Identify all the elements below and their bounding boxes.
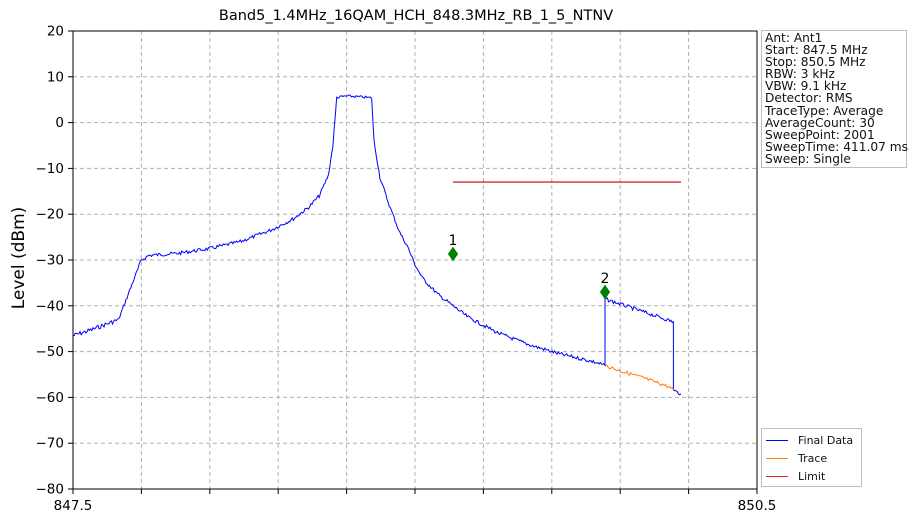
marker-1-label: 1 — [449, 233, 458, 249]
measurement-info-box: Ant: Ant1 Start: 847.5 MHz Stop: 850.5 M… — [761, 30, 908, 169]
info-antenna: Ant: Ant1 — [765, 31, 823, 45]
y-tick-label: −50 — [36, 344, 65, 360]
markers-group: 12 — [447, 233, 611, 300]
info-sweep-time: SweepTime: 411.07 ms — [765, 139, 908, 154]
info-average-count: AverageCount: 30 — [765, 115, 875, 130]
marker-2-diamond — [599, 284, 611, 300]
legend-swatch-limit — [766, 475, 788, 477]
info-sweep: Sweep: Single — [765, 151, 851, 166]
series-final-data-line — [73, 94, 682, 396]
legend-item-limit: Limit — [766, 468, 825, 484]
legend-label-final-data: Final Data — [798, 433, 854, 447]
legend-label-trace: Trace — [798, 451, 828, 465]
y-tick-label: −80 — [36, 482, 65, 498]
y-tick-label: −10 — [36, 161, 65, 177]
x-tick-label: 847.5 — [54, 498, 93, 514]
marker-1-diamond — [447, 246, 459, 262]
info-trace-type: TraceType: Average — [765, 103, 884, 118]
legend: Final Data Trace Limit — [761, 428, 862, 487]
x-axis-ticks: 847.5 850.5 — [54, 489, 777, 514]
info-rbw: RBW: 3 kHz — [765, 67, 835, 82]
grid-lines — [73, 31, 757, 489]
y-tick-label: −20 — [36, 207, 65, 223]
y-tick-label: 10 — [47, 69, 64, 85]
marker-2-label: 2 — [601, 271, 610, 287]
legend-swatch-final-data — [766, 439, 788, 441]
y-tick-label: 0 — [55, 115, 64, 131]
info-sweep-point: SweepPoint: 2001 — [765, 127, 875, 142]
y-tick-label: −40 — [36, 298, 65, 314]
info-stop: Stop: 850.5 MHz — [765, 55, 866, 70]
info-detector: Detector: RMS — [765, 91, 853, 106]
chart-title: Band5_1.4MHz_16QAM_HCH_848.3MHz_RB_1_5_N… — [219, 8, 613, 24]
y-tick-label: −60 — [36, 390, 65, 406]
x-tick-label: 850.5 — [738, 498, 777, 514]
y-axis-label: Level (dBm) — [9, 207, 29, 310]
y-axis-ticks: 20 10 0 −10 −20 −30 −40 −50 −60 −70 −80 — [36, 24, 73, 498]
legend-label-limit: Limit — [798, 469, 826, 483]
series-trace-line — [604, 363, 674, 390]
legend-item-trace: Trace — [766, 450, 827, 466]
legend-swatch-trace — [766, 457, 788, 459]
info-start: Start: 847.5 MHz — [765, 43, 868, 58]
info-vbw: VBW: 9.1 kHz — [765, 79, 847, 94]
legend-item-final-data: Final Data — [766, 432, 853, 448]
y-tick-label: −30 — [36, 253, 65, 269]
y-tick-label: 20 — [47, 24, 64, 40]
y-tick-label: −70 — [36, 436, 65, 452]
series-group — [73, 94, 682, 396]
